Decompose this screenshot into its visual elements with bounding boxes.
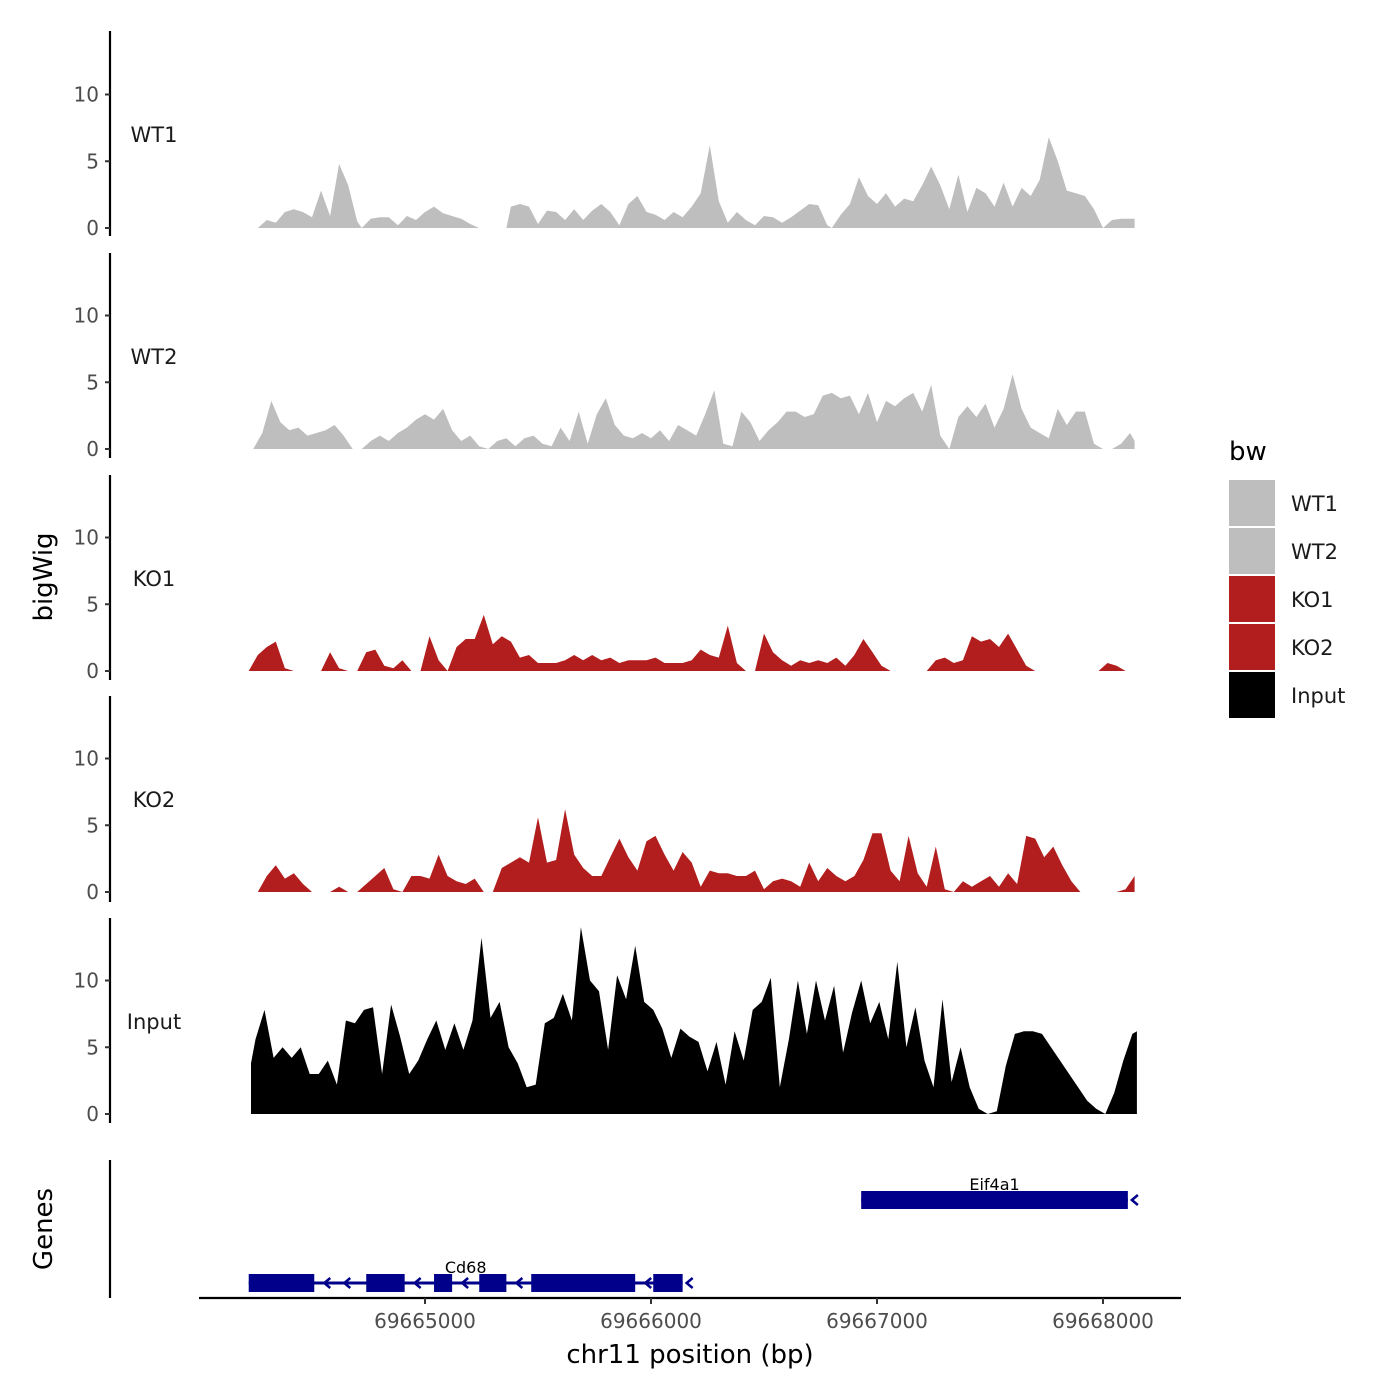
legend-swatch xyxy=(1229,576,1275,622)
legend-label: KO1 xyxy=(1291,588,1334,612)
gene-exon xyxy=(479,1274,507,1292)
legend: bw WT1 WT2 KO1 KO2 Input xyxy=(1229,437,1345,718)
strand-arrow xyxy=(684,1277,694,1289)
x-tick-label: 69666000 xyxy=(600,1309,702,1333)
y-tick-label: 10 xyxy=(74,304,99,328)
gene-label: Eif4a1 xyxy=(969,1175,1019,1194)
track-wt2: 0 5 10 WT2 xyxy=(74,253,1135,461)
area-input xyxy=(251,927,1137,1114)
area-wt2 xyxy=(253,374,1135,449)
legend-item-wt2: WT2 xyxy=(1229,528,1338,574)
track-wt1: 0 5 10 WT1 xyxy=(74,31,1135,240)
y-tick-label: 0 xyxy=(86,437,99,461)
x-tick-label: 69667000 xyxy=(826,1309,928,1333)
x-tick-label: 69665000 xyxy=(374,1309,476,1333)
track-input: 0 5 10 Input xyxy=(74,918,1137,1126)
y-tick-label: 0 xyxy=(86,1102,99,1126)
legend-title: bw xyxy=(1229,437,1267,467)
legend-swatch xyxy=(1229,480,1275,526)
track-label: KO1 xyxy=(133,567,176,591)
y-tick-label: 5 xyxy=(86,813,99,837)
y-tick-label: 5 xyxy=(86,592,99,616)
area-ko2 xyxy=(257,809,1135,892)
strand-arrow xyxy=(514,1277,524,1289)
legend-label: WT2 xyxy=(1291,540,1338,564)
strand-arrow xyxy=(643,1277,652,1289)
legend-swatch xyxy=(1229,672,1275,718)
tracks: 0 5 10 WT1 0 5 10 WT2 0 5 10 KO1 0 5 10 KO2 0 5 10 Input xyxy=(74,31,1137,1126)
y-tick-label: 10 xyxy=(74,747,99,771)
y-axis-title: bigWig xyxy=(29,532,59,621)
gene-exon xyxy=(861,1191,1128,1209)
track-label: Input xyxy=(127,1010,181,1034)
gene-exon xyxy=(653,1274,683,1292)
y-tick-label: 5 xyxy=(86,1035,99,1059)
gene-eif4a1: Eif4a1 xyxy=(861,1175,1139,1209)
y-tick-label: 10 xyxy=(74,526,99,550)
area-wt1 xyxy=(257,137,1135,228)
gene-exon xyxy=(531,1274,636,1292)
x-axis: 69665000 69666000 69667000 69668000 xyxy=(199,1296,1181,1333)
legend-swatch xyxy=(1229,528,1275,574)
track-label: WT1 xyxy=(131,123,178,147)
area-ko1 xyxy=(248,614,1126,671)
legend-label: Input xyxy=(1291,684,1345,708)
y-tick-label: 0 xyxy=(86,216,99,240)
y-tick-label: 0 xyxy=(86,659,99,683)
track-label: KO2 xyxy=(133,788,176,812)
legend-item-wt1: WT1 xyxy=(1229,480,1338,526)
legend-label: KO2 xyxy=(1291,636,1334,660)
strand-arrow xyxy=(412,1277,422,1289)
gene-label: Cd68 xyxy=(445,1258,487,1277)
x-axis-title: chr11 position (bp) xyxy=(566,1340,813,1370)
legend-swatch xyxy=(1229,624,1275,670)
gene-exon xyxy=(248,1274,315,1292)
gene-cd68: Cd68 xyxy=(248,1258,694,1292)
y-tick-label: 5 xyxy=(86,370,99,394)
legend-label: WT1 xyxy=(1291,492,1338,516)
legend-item-ko1: KO1 xyxy=(1229,576,1334,622)
y-tick-label: 10 xyxy=(74,969,99,993)
gene-track: Eif4a1 Cd68 xyxy=(108,1160,1139,1298)
strand-arrow xyxy=(342,1277,352,1289)
track-ko2: 0 5 10 KO2 xyxy=(74,696,1135,904)
x-tick-label: 69668000 xyxy=(1052,1309,1154,1333)
y-tick-label: 5 xyxy=(86,149,99,173)
track-label: WT2 xyxy=(131,345,178,369)
strand-arrow xyxy=(1129,1194,1139,1206)
gene-exon xyxy=(366,1274,405,1292)
gene-exon xyxy=(434,1274,453,1292)
y-tick-label: 10 xyxy=(74,83,99,107)
y-tick-label: 0 xyxy=(86,880,99,904)
legend-item-input: Input xyxy=(1229,672,1345,718)
legend-item-ko2: KO2 xyxy=(1229,624,1334,670)
strand-arrow xyxy=(322,1277,332,1289)
strand-arrow xyxy=(460,1277,469,1289)
track-ko1: 0 5 10 KO1 xyxy=(74,475,1126,683)
genes-axis-title: Genes xyxy=(29,1188,59,1270)
